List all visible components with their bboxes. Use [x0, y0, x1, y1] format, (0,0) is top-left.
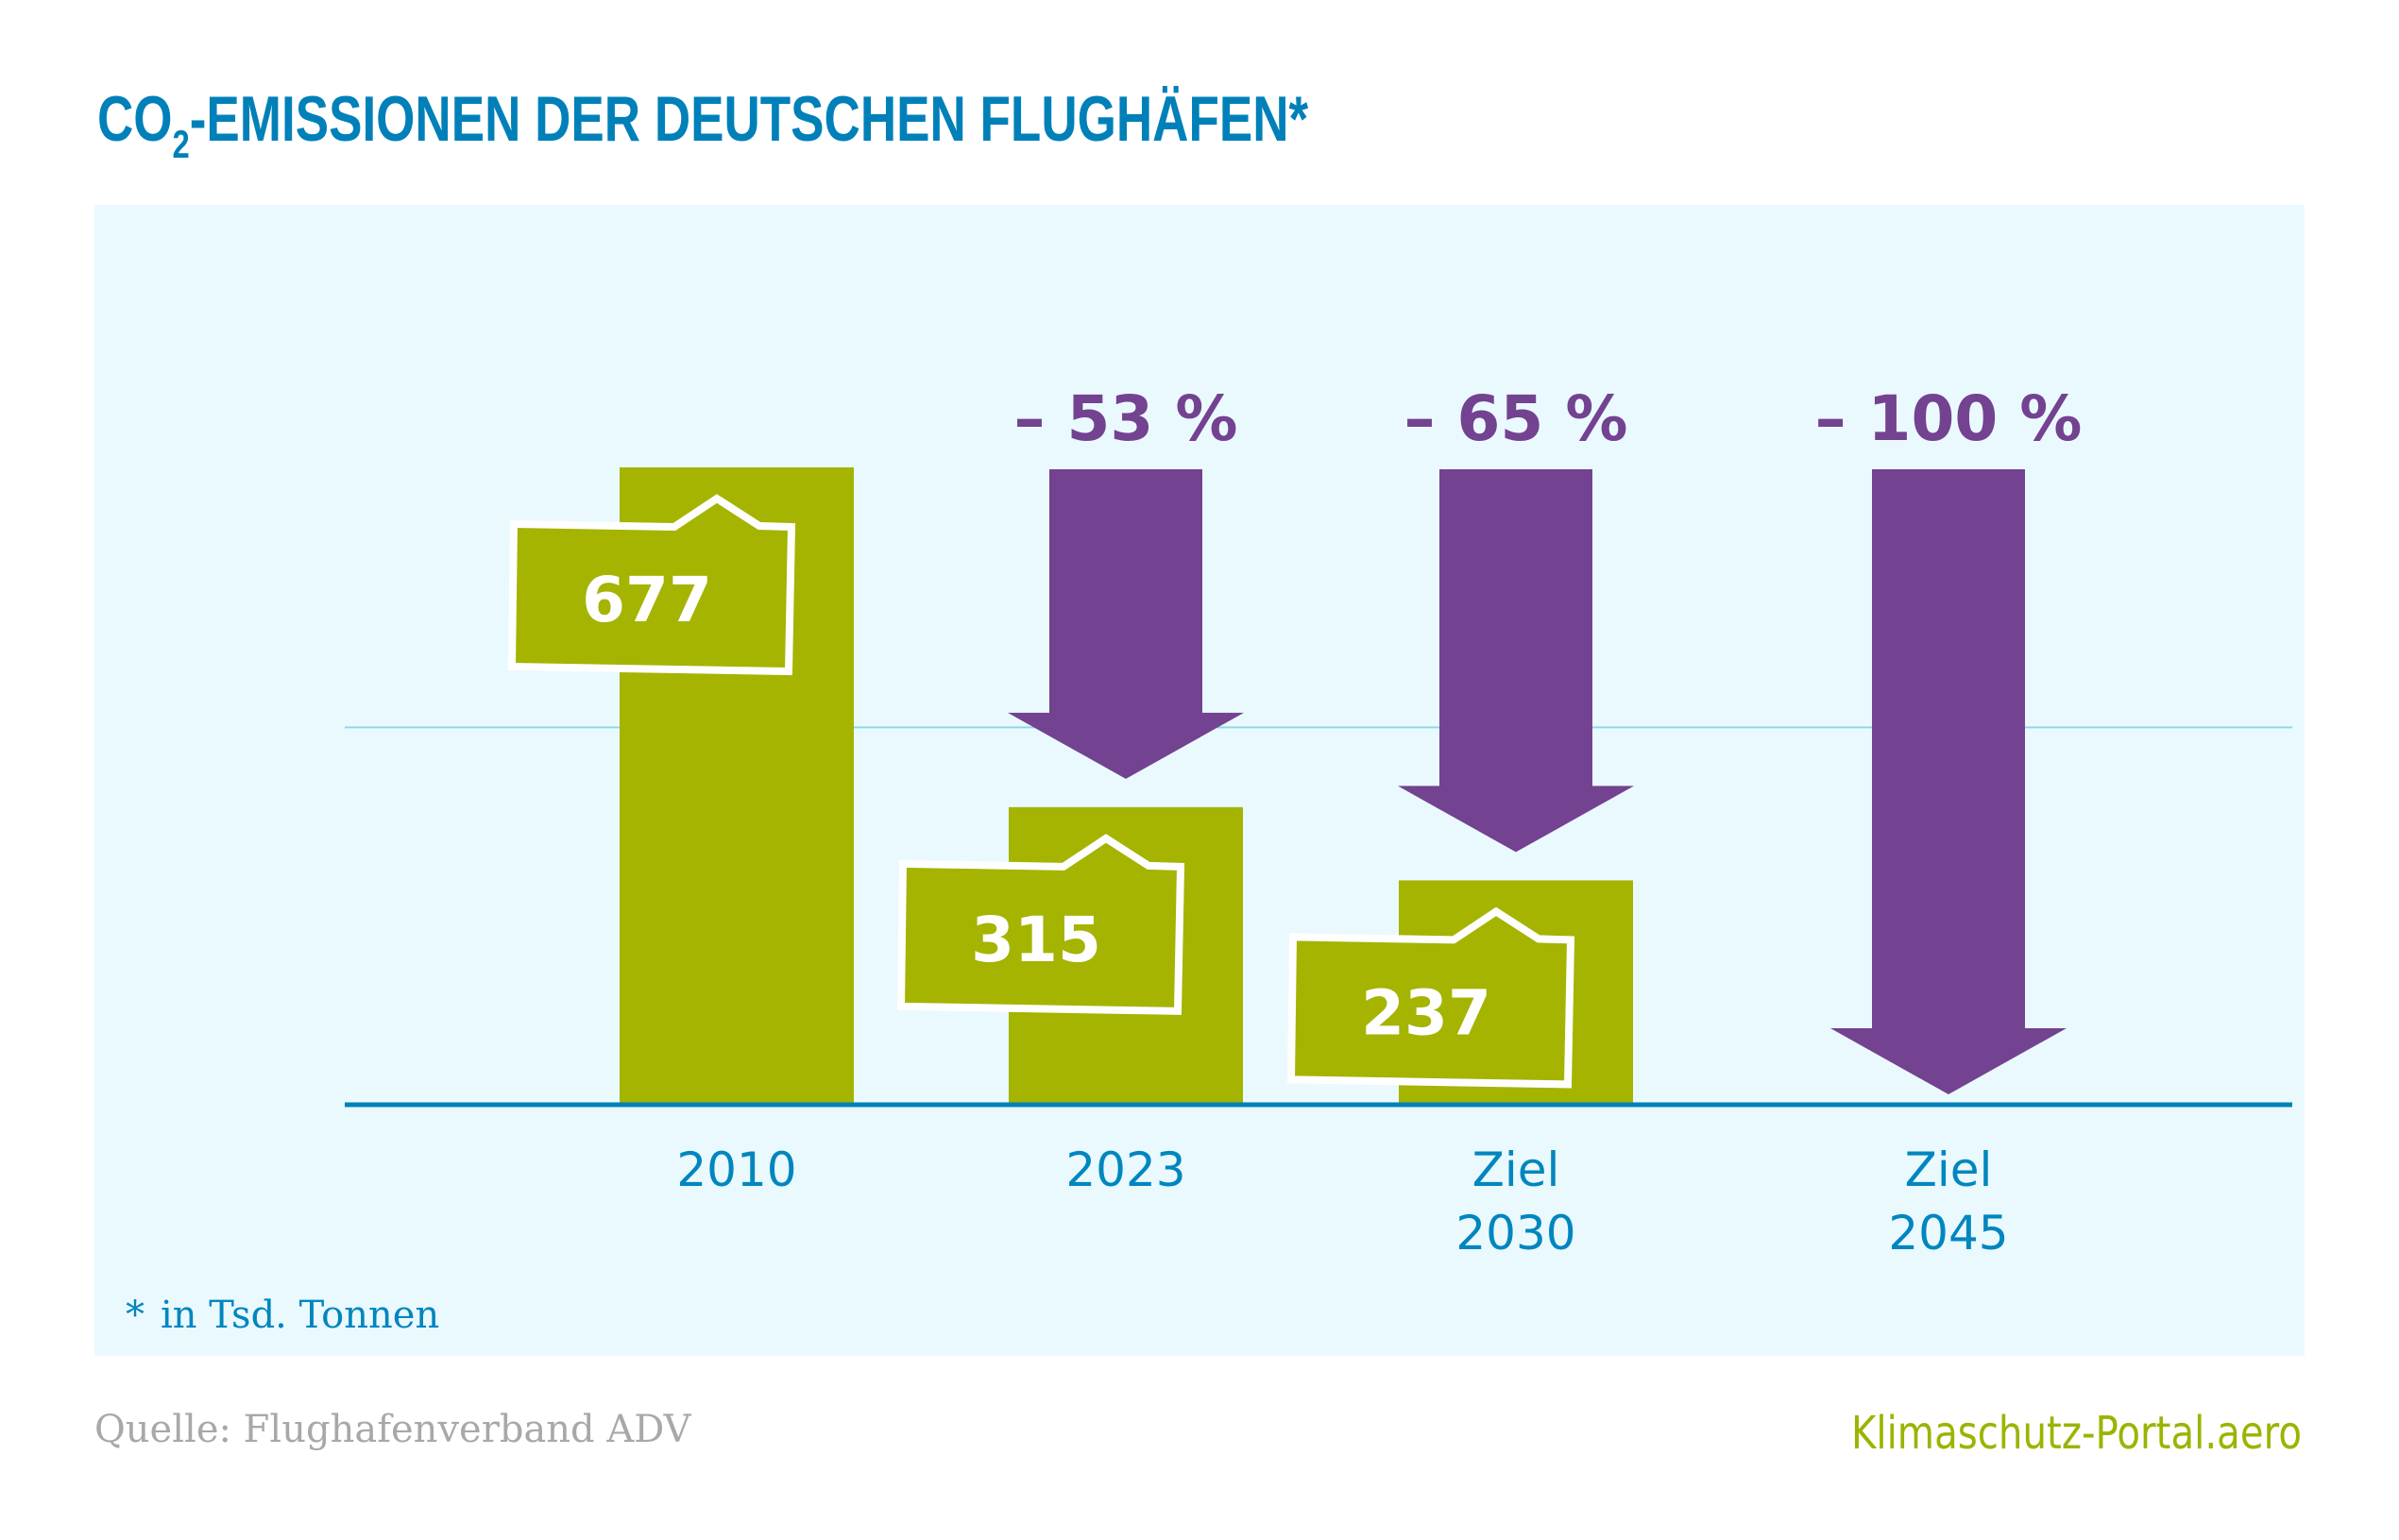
value-label-0: 677: [582, 564, 712, 636]
category-label-line2-3: 2045: [1888, 1206, 2008, 1261]
value-box-1: [896, 834, 1185, 1015]
category-label-line1-2: Ziel: [1472, 1142, 1560, 1197]
reduction-labels: – 53 % – 65 % – 100 %: [1014, 382, 2083, 455]
category-labels: 2010 2023 Ziel 2030 Ziel 2045: [676, 1142, 2008, 1261]
brand-link[interactable]: Klimaschutz-Portal.aero: [1851, 1408, 2302, 1460]
value-label-boxes: 677 315 237: [507, 494, 1575, 1089]
value-label-2: 237: [1361, 976, 1491, 1049]
reduction-label-3: – 100 %: [1815, 382, 2083, 455]
reduction-arrow-1: [1008, 469, 1244, 779]
category-label-line2-2: 2030: [1455, 1206, 1575, 1261]
category-label-line1-1: 2023: [1065, 1142, 1185, 1197]
category-label-line1-0: 2010: [676, 1142, 796, 1197]
title-subscript: 2: [173, 122, 190, 166]
reduction-arrow-2: [1398, 469, 1634, 853]
source-label: Quelle: Flughafenverband ADV: [94, 1408, 692, 1451]
footnote-unit: in Tsd. Tonnen: [161, 1294, 439, 1337]
value-box-0: [507, 494, 796, 676]
chart-title: CO2-EMISSIONEN DER DEUTSCHEN FLUGHÄFEN*: [97, 83, 1308, 166]
reduction-arrow-3: [1830, 469, 2067, 1094]
reduction-label-1: – 53 %: [1014, 382, 1238, 455]
title-co: CO: [97, 83, 173, 155]
svg-text:CO2-EMISSIONEN DER DEUTSCHEN F: CO2-EMISSIONEN DER DEUTSCHEN FLUGHÄFEN*: [97, 83, 1308, 166]
reduction-arrows: [1008, 469, 2067, 1094]
title-rest: -EMISSIONEN DER DEUTSCHEN FLUGHÄFEN*: [190, 83, 1309, 155]
value-box-2: [1286, 906, 1575, 1089]
value-label-1: 315: [971, 904, 1101, 976]
footnote-asterisk: *: [126, 1294, 145, 1337]
category-label-line1-3: Ziel: [1905, 1142, 1993, 1197]
reduction-label-2: – 65 %: [1404, 382, 1628, 455]
